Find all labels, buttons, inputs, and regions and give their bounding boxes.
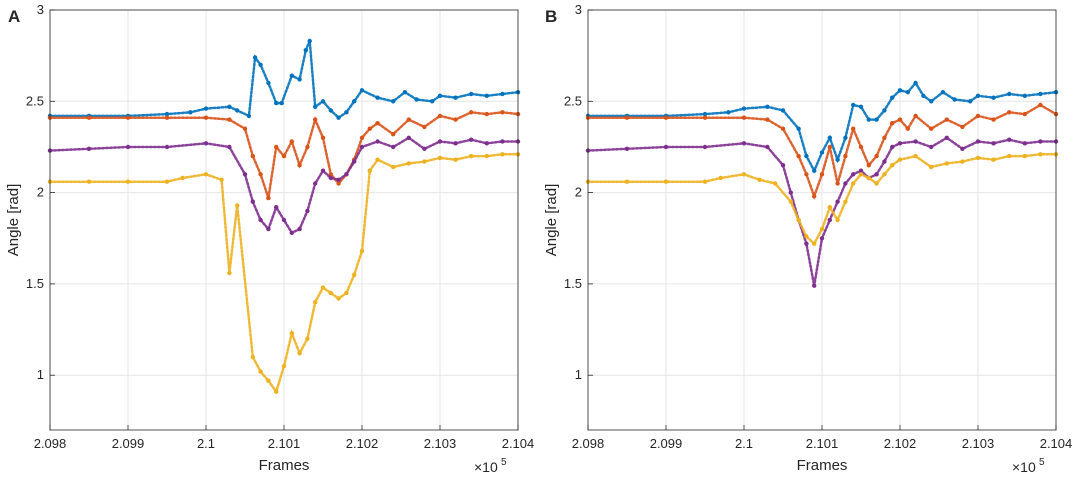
x-exponent-power: 5 bbox=[1039, 457, 1045, 468]
series-trace bbox=[586, 103, 1058, 201]
y-tick-label: 1.5 bbox=[26, 276, 44, 291]
x-exponent-label: ×10 bbox=[474, 459, 498, 475]
series-trace bbox=[48, 40, 520, 120]
y-tick-label: 1 bbox=[37, 367, 44, 382]
panel-b: 2.098 2.099 2.1 2.101 2.102 2.103 2.104 1 1.5 2 2.… bbox=[543, 2, 1072, 475]
x-tick-label: 2.101 bbox=[806, 436, 839, 451]
y-tick-label: 2 bbox=[37, 185, 44, 200]
series-trace bbox=[48, 111, 520, 199]
y-tick-label: 1 bbox=[575, 367, 582, 382]
series-yellow bbox=[585, 152, 1059, 246]
series-yellow bbox=[47, 152, 521, 395]
x-tick-label: 2.101 bbox=[268, 436, 301, 451]
panel-label: B bbox=[545, 7, 557, 26]
series-trace bbox=[586, 136, 1058, 286]
y-axis-label: Angle [rad] bbox=[5, 184, 22, 257]
y-tick-label: 2.5 bbox=[26, 93, 44, 108]
y-tick-label: 3 bbox=[37, 2, 44, 17]
x-tick-label: 2.103 bbox=[962, 436, 995, 451]
x-tick-label: 2.1 bbox=[197, 436, 215, 451]
series-blue bbox=[47, 38, 521, 120]
x-tick-label: 2.099 bbox=[650, 436, 683, 451]
series-trace bbox=[586, 153, 1058, 246]
x-axis-label: Frames bbox=[797, 457, 848, 474]
panel-a: 2.098 2.099 2.1 2.101 2.102 2.103 2.104 1 1.5 2 2.… bbox=[5, 2, 534, 475]
series-trace bbox=[586, 80, 1058, 174]
series-blue bbox=[585, 80, 1059, 174]
series-trace bbox=[48, 136, 520, 235]
panel-label: A bbox=[8, 7, 20, 26]
y-tick-label: 2.5 bbox=[564, 93, 582, 108]
y-tick-label: 1.5 bbox=[564, 276, 582, 291]
x-tick-label: 2.098 bbox=[34, 436, 67, 451]
y-axis-label: Angle [rad] bbox=[543, 184, 560, 257]
series-orange bbox=[47, 110, 521, 201]
x-tick-label: 2.1 bbox=[735, 436, 753, 451]
x-tick-label: 2.104 bbox=[502, 436, 535, 451]
y-tick-label: 3 bbox=[575, 2, 582, 17]
series-purple bbox=[47, 135, 521, 235]
x-tick-label: 2.099 bbox=[112, 436, 145, 451]
x-tick-label: 2.102 bbox=[884, 436, 917, 451]
x-exponent-label: ×10 bbox=[1012, 459, 1036, 475]
series-orange bbox=[585, 102, 1059, 201]
x-tick-label: 2.103 bbox=[424, 436, 457, 451]
x-exponent-power: 5 bbox=[501, 457, 507, 468]
series-trace bbox=[48, 153, 520, 395]
x-tick-label: 2.102 bbox=[346, 436, 379, 451]
y-tick-label: 2 bbox=[575, 185, 582, 200]
x-axis-label: Frames bbox=[259, 457, 310, 474]
x-tick-label: 2.098 bbox=[572, 436, 605, 451]
x-tick-label: 2.104 bbox=[1040, 436, 1073, 451]
